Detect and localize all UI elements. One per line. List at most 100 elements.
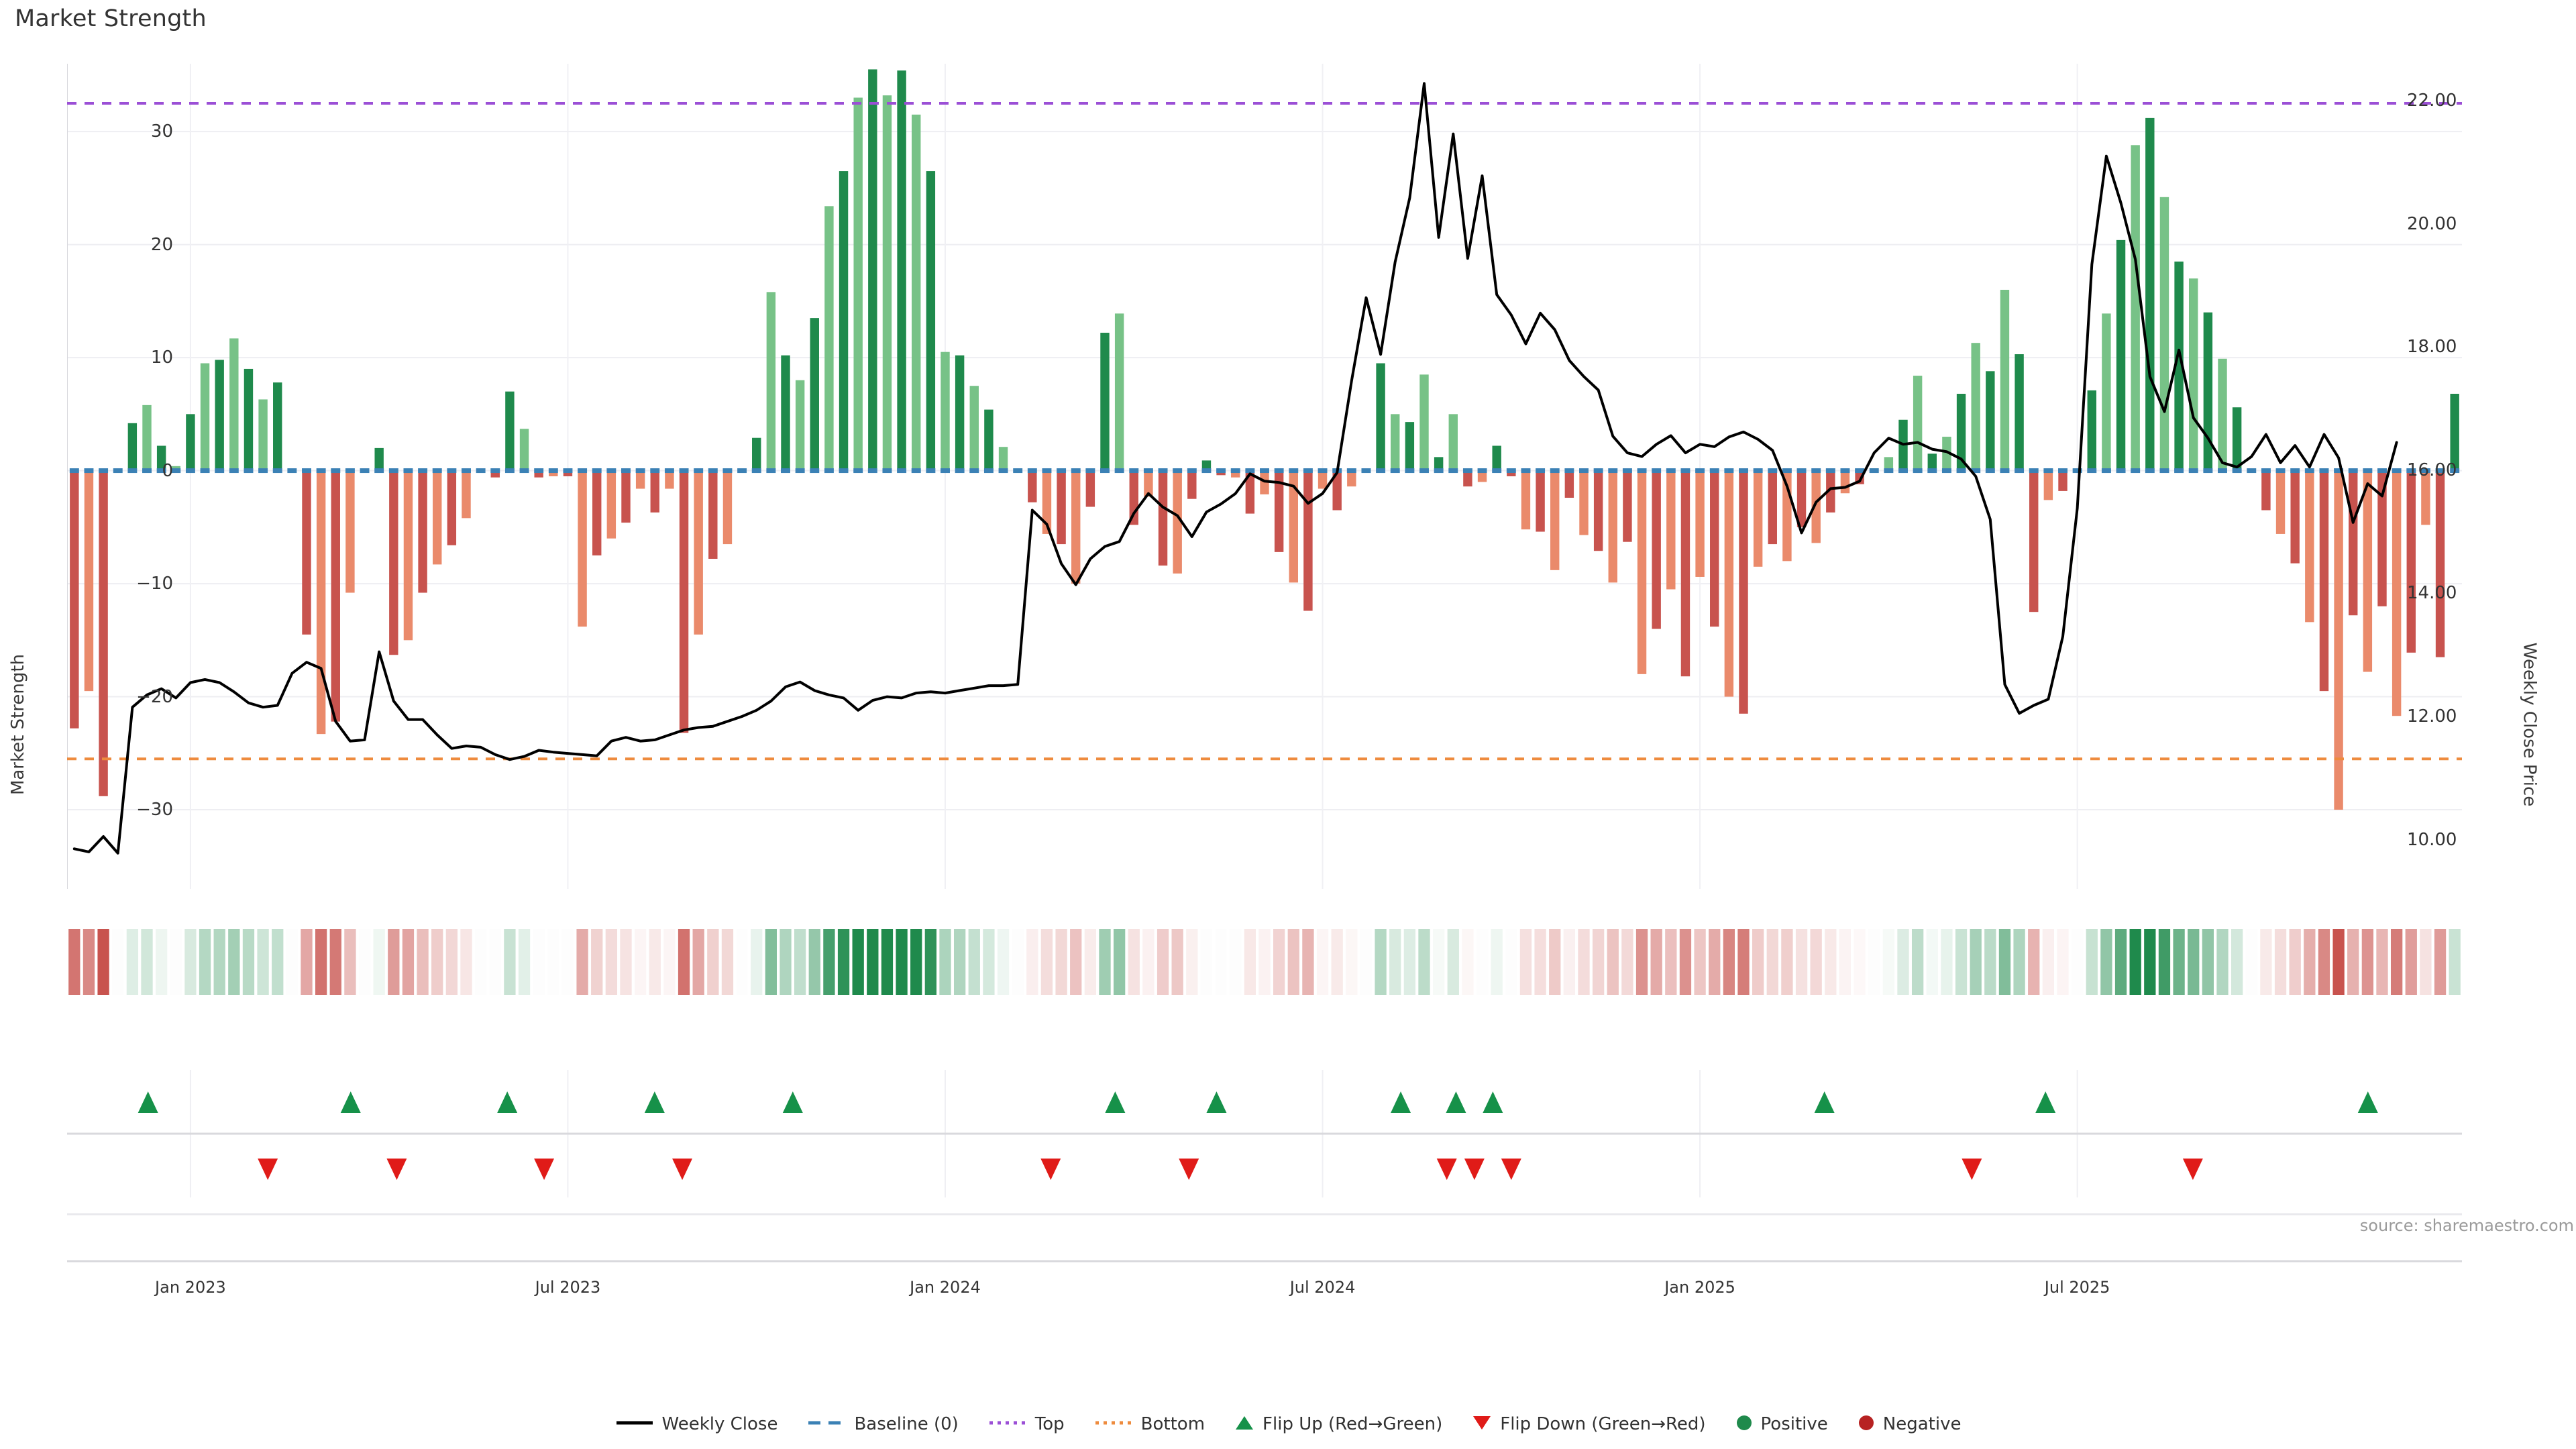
heat-cell [1941,929,1953,995]
x-axis-tick: Jul 2024 [1289,1278,1356,1297]
strength-bar [722,470,733,545]
flip-down-marker [2182,1159,2203,1180]
heat-cell [445,929,458,995]
strength-bar [2174,261,2184,471]
heat-cell [1171,929,1183,995]
strength-bar [2043,470,2053,500]
strength-bar [1796,470,1807,527]
heat-cell [968,929,980,995]
x-axis-tick: Jul 2023 [535,1278,601,1297]
legend-item[interactable]: Positive [1735,1414,1828,1434]
heat-cell [1825,929,1837,995]
heat-cell [1447,929,1459,995]
strength-bar [1201,460,1212,471]
heat-cell [1709,929,1721,995]
heat-cell [1389,929,1401,995]
heat-cell [1113,929,1126,995]
heat-cell [1839,929,1851,995]
strength-bar [969,386,979,471]
page-title: Market Strength [15,5,207,32]
legend-item[interactable]: Negative [1858,1414,1961,1434]
y-right-tick: 12.00 [2407,706,2457,727]
y-left-tick: 10 [150,347,173,368]
strength-bar [1956,394,1966,471]
strength-bar [1695,470,1705,577]
strength-bar [1245,470,1255,514]
legend-item[interactable]: Baseline (0) [807,1414,959,1434]
heat-cell [97,929,109,995]
heat-cell [2216,929,2229,995]
heat-cell [1621,929,1633,995]
legend-item[interactable]: Top [988,1414,1065,1434]
strength-bar [1085,470,1095,507]
heat-cell [2390,929,2403,995]
legend-item[interactable]: Flip Down (Green→Red) [1472,1414,1706,1434]
heat-cell [1157,929,1169,995]
strength-bar [374,447,384,471]
y-left-tick: 20 [150,234,173,255]
heat-cell [2332,929,2345,995]
strength-bar [519,429,529,471]
heat-cell [1854,929,1866,995]
main-chart-panel [67,64,2462,889]
y-right-tick: 20.00 [2407,213,2457,234]
strength-bar [505,391,515,471]
strength-bar [853,97,863,471]
heat-cell [939,929,951,995]
strength-bar [1739,470,1748,714]
strength-bar [1042,470,1052,534]
strength-bar [1419,374,1429,471]
heat-cell [547,929,559,995]
heat-cell [794,929,806,995]
heat-cell [2013,929,2025,995]
heat-cell [1911,929,1924,995]
heat-cell [199,929,211,995]
heat-cell [910,929,922,995]
strength-bar [752,437,761,471]
legend-item[interactable]: Weekly Close [615,1414,777,1434]
strength-bar [1376,363,1385,471]
strength-bar [1710,470,1719,627]
heat-cell [1055,929,1067,995]
heat-cell [2260,929,2272,995]
heat-cell [721,929,734,995]
heat-cell [1099,929,1111,995]
legend-item[interactable]: Flip Up (Red→Green) [1234,1414,1442,1434]
heat-cell [1403,929,1416,995]
heat-cell [1882,929,1895,995]
heat-cell [1519,929,1532,995]
strength-bar [665,470,674,489]
y-left-tick: −10 [136,574,173,594]
heat-cell [2361,929,2374,995]
strength-bar [229,338,239,471]
strength-bar [1071,470,1081,584]
heat-cell [1694,929,1706,995]
flip-up-marker [1446,1091,1466,1113]
legend-item[interactable]: Bottom [1094,1414,1205,1434]
heat-cell [1360,929,1373,995]
heat-cell [1752,929,1764,995]
y-left-tick: 0 [162,460,173,481]
strength-bar [1463,470,1472,487]
strength-bar [984,409,994,471]
strength-bar [389,470,398,655]
market-strength-plot[interactable] [67,64,2462,889]
strength-heat-strip[interactable] [67,929,2462,995]
strength-bar [1187,470,1197,499]
heat-cell [1766,929,1778,995]
strength-bar [1884,457,1894,471]
strength-bar [2203,312,2213,471]
strength-bar [2000,289,2010,471]
heat-cell [504,929,516,995]
strength-bar [258,399,268,471]
flip-marker-panel[interactable] [67,1070,2462,1265]
heat-cell [1258,929,1271,995]
strength-bar [2131,145,2140,471]
heat-cell [2144,929,2156,995]
strength-bar [708,470,718,559]
strength-bar [2058,470,2068,491]
heat-cell [402,929,415,995]
heat-cell [2304,929,2316,995]
heat-cell [2376,929,2388,995]
